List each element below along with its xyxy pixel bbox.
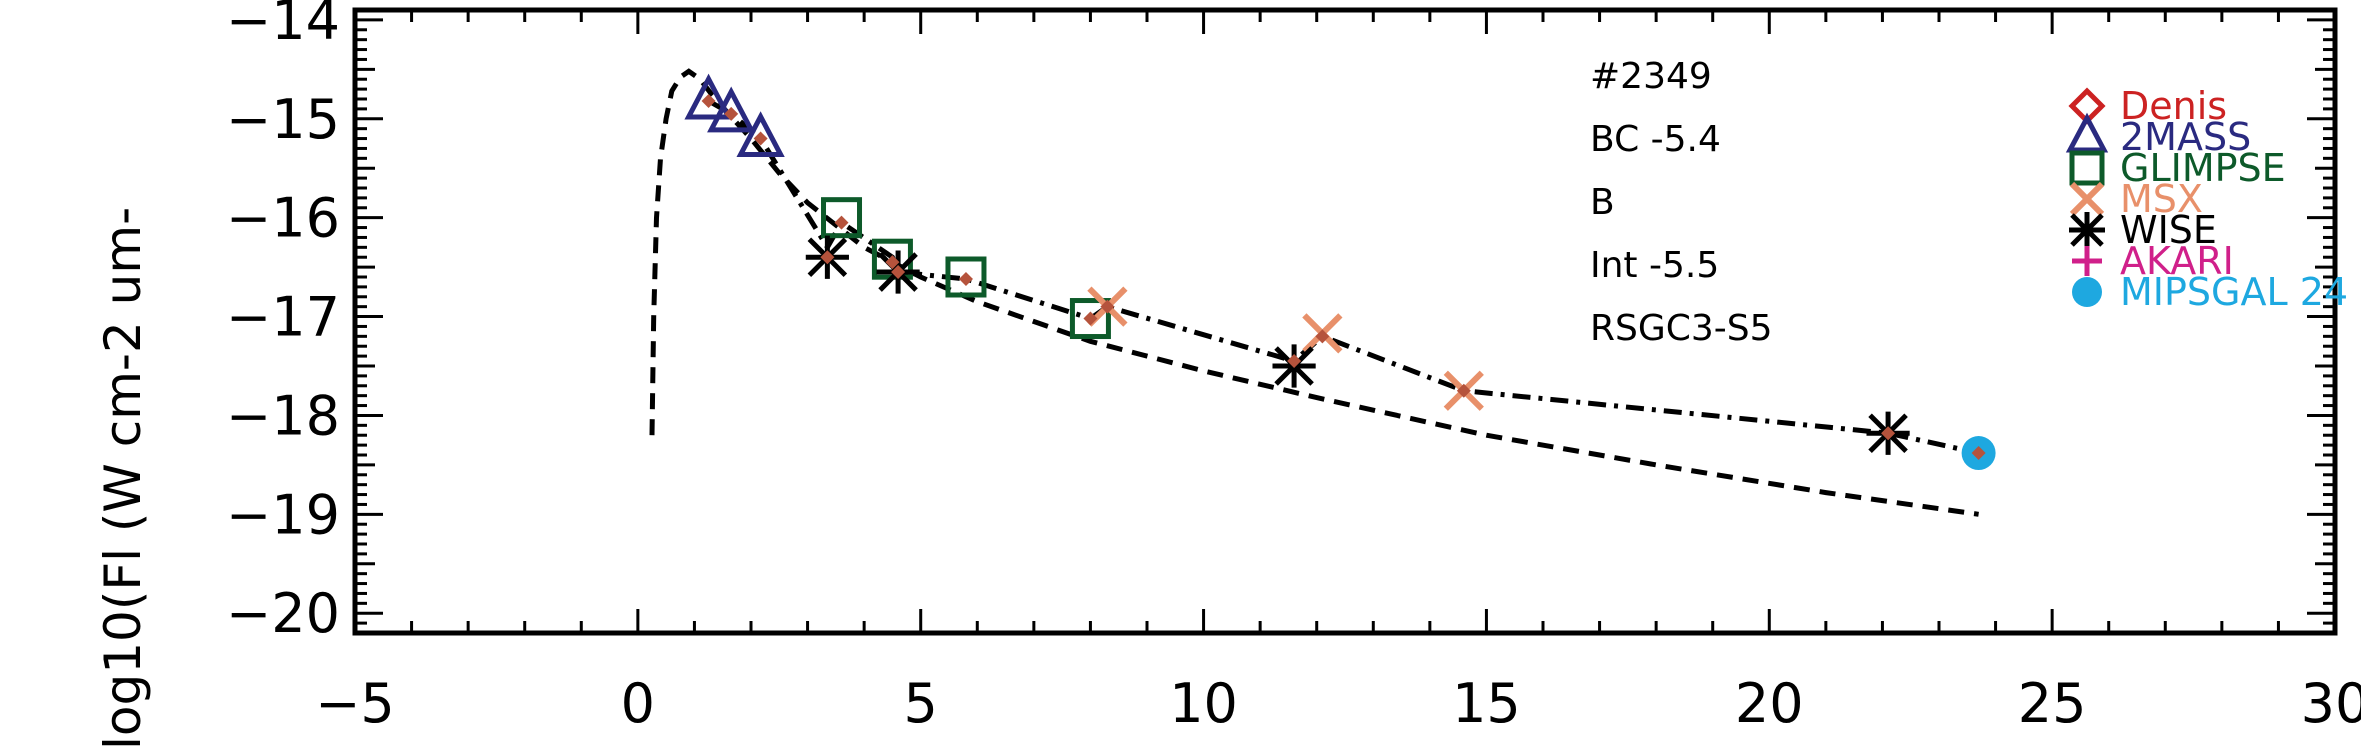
photometry-point [1315,329,1330,344]
legend-label: 2MASS [2120,115,2251,159]
model-lines [649,68,1980,517]
annotation-text: Int -5.5 [1590,245,1719,286]
y-tick-label: −15 [226,88,340,151]
plus-icon [2072,246,2102,276]
photometry-point [834,215,849,230]
2mass-point [684,73,733,120]
axis-ticks: −5 0 5 10 15 20 25 30 −20 −19 −18 −17 −16 −15 −14 [226,0,2361,735]
x-tick-label: 25 [2018,672,2087,735]
legend-label: MIPSGAL 24 [2120,270,2348,314]
model-dashed-line [649,68,1979,517]
photometry-point [885,255,900,270]
legend-label: MSX [2120,177,2203,221]
photometry-point [1287,354,1302,369]
annotation-text: #2349 [1590,56,1712,97]
y-tick-label: −14 [226,0,340,52]
x-tick-label: 5 [904,672,938,735]
y-tick-label: −19 [226,483,340,546]
x-tick-label: 30 [2301,672,2361,735]
annotations: #2349 BC -5.4 B Int -5.5 RSGC3-S5 [1590,56,1773,349]
annotation-text: RSGC3-S5 [1590,308,1773,349]
annotation-text: BC -5.4 [1590,119,1721,160]
photometry-point [753,131,768,146]
legend-label: Denis [2120,84,2227,128]
square-icon [2069,150,2105,186]
photometry-point [1881,426,1896,441]
photometry-point [1971,446,1986,461]
photometry-point [724,106,739,121]
photometry-point [1456,383,1471,398]
x-tick-label: 15 [1452,672,1521,735]
x-tick-label: −5 [315,672,395,735]
glimpse-point [821,197,863,239]
photometry-point [820,250,835,265]
y-tick-label: −16 [226,187,340,250]
photometry-point [1083,311,1098,326]
glimpse-point [1069,298,1111,340]
x-tick-label: 0 [621,672,655,735]
y-axis-label: log10(Fl (W cm-2 um- [94,207,152,750]
legend-label: WISE [2120,208,2217,252]
photometry-point [958,271,973,286]
photometry-point [701,93,716,108]
annotation-text: B [1590,182,1615,223]
2mass-point [736,111,785,158]
plot-frame [352,7,2338,636]
x-mark-icon [2069,181,2105,217]
y-tick-label: −18 [226,384,340,447]
y-tick-label: −20 [226,582,340,645]
data-points [684,73,1996,471]
y-tick-label: −17 [226,286,340,349]
plot-border [352,7,2338,636]
model-dashdot-line [707,98,1980,456]
x-tick-label: 20 [1735,672,1804,735]
legend-label: GLIMPSE [2120,146,2286,190]
photometry-point [1100,299,1115,314]
2mass-point [707,86,756,133]
legend-label: AKARI [2120,239,2234,283]
glimpse-point [945,256,987,298]
triangle-icon [2065,112,2109,153]
circle-icon [2072,277,2102,307]
photometry-point [891,265,906,280]
asterisk-icon [2069,212,2105,248]
x-tick-label: 10 [1169,672,1238,735]
